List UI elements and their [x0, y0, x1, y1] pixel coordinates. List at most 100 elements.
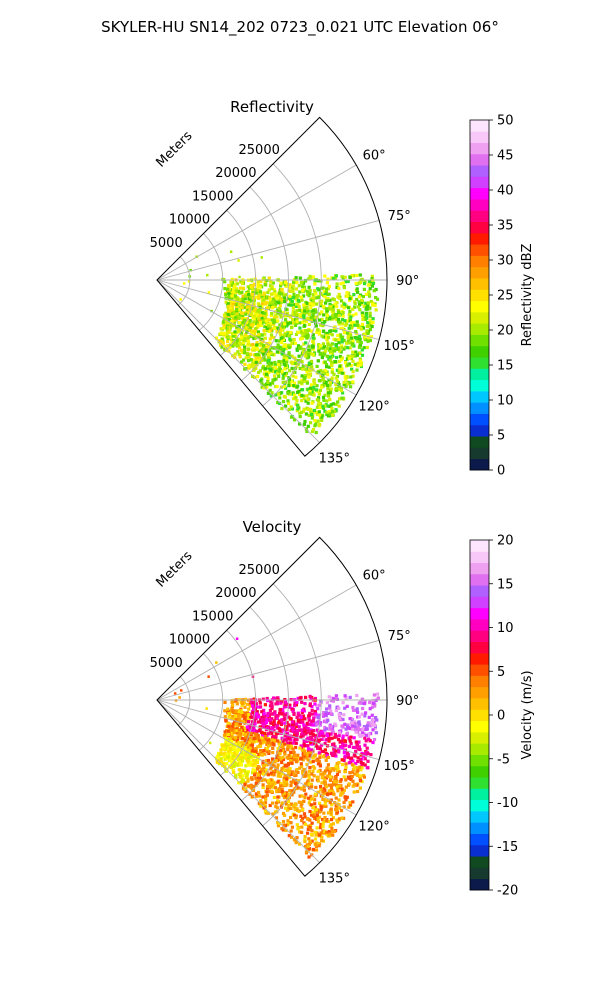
echo-cell — [317, 379, 321, 383]
echo-cell — [331, 816, 335, 820]
echo-cell — [231, 768, 235, 772]
echo-cell — [344, 762, 348, 766]
echo-cell — [267, 786, 272, 790]
echo-cell — [289, 829, 293, 833]
echo-cell — [291, 770, 295, 774]
echo-cell — [234, 775, 238, 779]
echo-cell — [355, 320, 359, 324]
echo-cell — [317, 343, 321, 347]
echo-cell — [304, 695, 308, 699]
echo-cell — [252, 314, 256, 318]
echo-cell — [310, 708, 314, 712]
echo-cell — [318, 768, 322, 772]
echo-cell — [298, 830, 302, 834]
echo-cell — [305, 738, 309, 742]
echo-cell — [258, 361, 262, 365]
echo-cell — [232, 747, 236, 751]
echo-cell — [351, 705, 355, 710]
echo-cell — [295, 302, 299, 306]
echo-cell — [253, 749, 257, 753]
echo-cell — [321, 353, 325, 357]
echo-cell — [247, 753, 251, 757]
echo-cell — [242, 768, 247, 773]
echo-cell — [242, 341, 246, 345]
echo-cell — [322, 313, 326, 317]
echo-cell — [296, 779, 300, 783]
echo-cell — [310, 742, 314, 746]
echo-cell — [252, 718, 256, 722]
echo-cell — [261, 301, 265, 305]
angle-tick-label: 135° — [319, 451, 350, 466]
echo-cell — [265, 279, 269, 283]
echo-cell — [277, 369, 281, 373]
echo-cell — [269, 361, 273, 365]
echo-cell — [278, 774, 282, 778]
echo-cell — [222, 733, 227, 737]
echo-cell — [273, 304, 277, 308]
echo-cell — [316, 359, 320, 363]
echo-cell — [262, 386, 266, 390]
echo-cell — [350, 774, 354, 779]
echo-cell — [264, 300, 269, 304]
echo-cell — [322, 304, 326, 308]
echo-cell — [328, 307, 332, 311]
echo-cell — [355, 368, 359, 372]
echo-cell — [323, 713, 327, 717]
echo-cell — [223, 280, 227, 284]
echo-cell — [258, 705, 262, 709]
echo-cell — [349, 735, 353, 739]
echo-cell — [338, 397, 342, 401]
echo-cell — [255, 357, 259, 361]
echo-cell — [346, 279, 350, 284]
echo-cell — [366, 336, 371, 340]
echo-cell — [268, 784, 272, 788]
echo-cell — [334, 386, 339, 390]
echo-cell — [277, 359, 281, 364]
echo-cell — [310, 797, 315, 801]
echo-cell — [354, 312, 358, 316]
echo-cell — [324, 301, 328, 305]
echo-cell — [368, 318, 372, 322]
echo-cell — [304, 771, 308, 775]
echo-cell — [289, 746, 293, 750]
echo-cell — [317, 833, 322, 837]
echo-cell — [303, 279, 307, 283]
echo-cell — [348, 295, 352, 299]
echo-cell — [310, 821, 314, 825]
echo-cell — [349, 315, 353, 319]
echo-cell — [238, 775, 242, 779]
echo-cell — [372, 738, 377, 742]
echo-cell — [305, 311, 309, 315]
colorbar-swatch — [470, 278, 489, 290]
echo-cell — [328, 412, 332, 416]
echo-cell — [230, 324, 234, 328]
echo-cell — [344, 778, 348, 782]
echo-cell — [240, 311, 244, 315]
echo-cell — [298, 308, 302, 312]
echo-cell — [251, 361, 255, 365]
echo-cell — [335, 810, 340, 814]
echo-cell — [318, 732, 322, 736]
echo-cell — [259, 313, 263, 317]
echo-cell — [370, 324, 374, 329]
echo-cell — [288, 767, 292, 771]
echo-cell — [321, 324, 325, 328]
echo-cell — [294, 375, 298, 379]
echo-cell — [323, 372, 327, 376]
angle-tick-label: 90° — [396, 274, 419, 289]
echo-cell — [293, 802, 298, 806]
echo-cell — [333, 732, 337, 736]
echo-cell — [280, 718, 284, 722]
echo-cell — [241, 297, 245, 301]
echo-cell — [226, 321, 230, 325]
echo-cell — [347, 341, 351, 345]
echo-cell — [308, 722, 312, 727]
echo-cell — [324, 758, 328, 762]
echo-cell — [265, 742, 269, 746]
echo-cell — [364, 292, 368, 296]
echo-cell — [280, 708, 284, 712]
echo-cell — [301, 336, 305, 340]
echo-cell — [353, 722, 357, 726]
echo-cell — [254, 336, 258, 340]
echo-cell — [279, 784, 283, 788]
